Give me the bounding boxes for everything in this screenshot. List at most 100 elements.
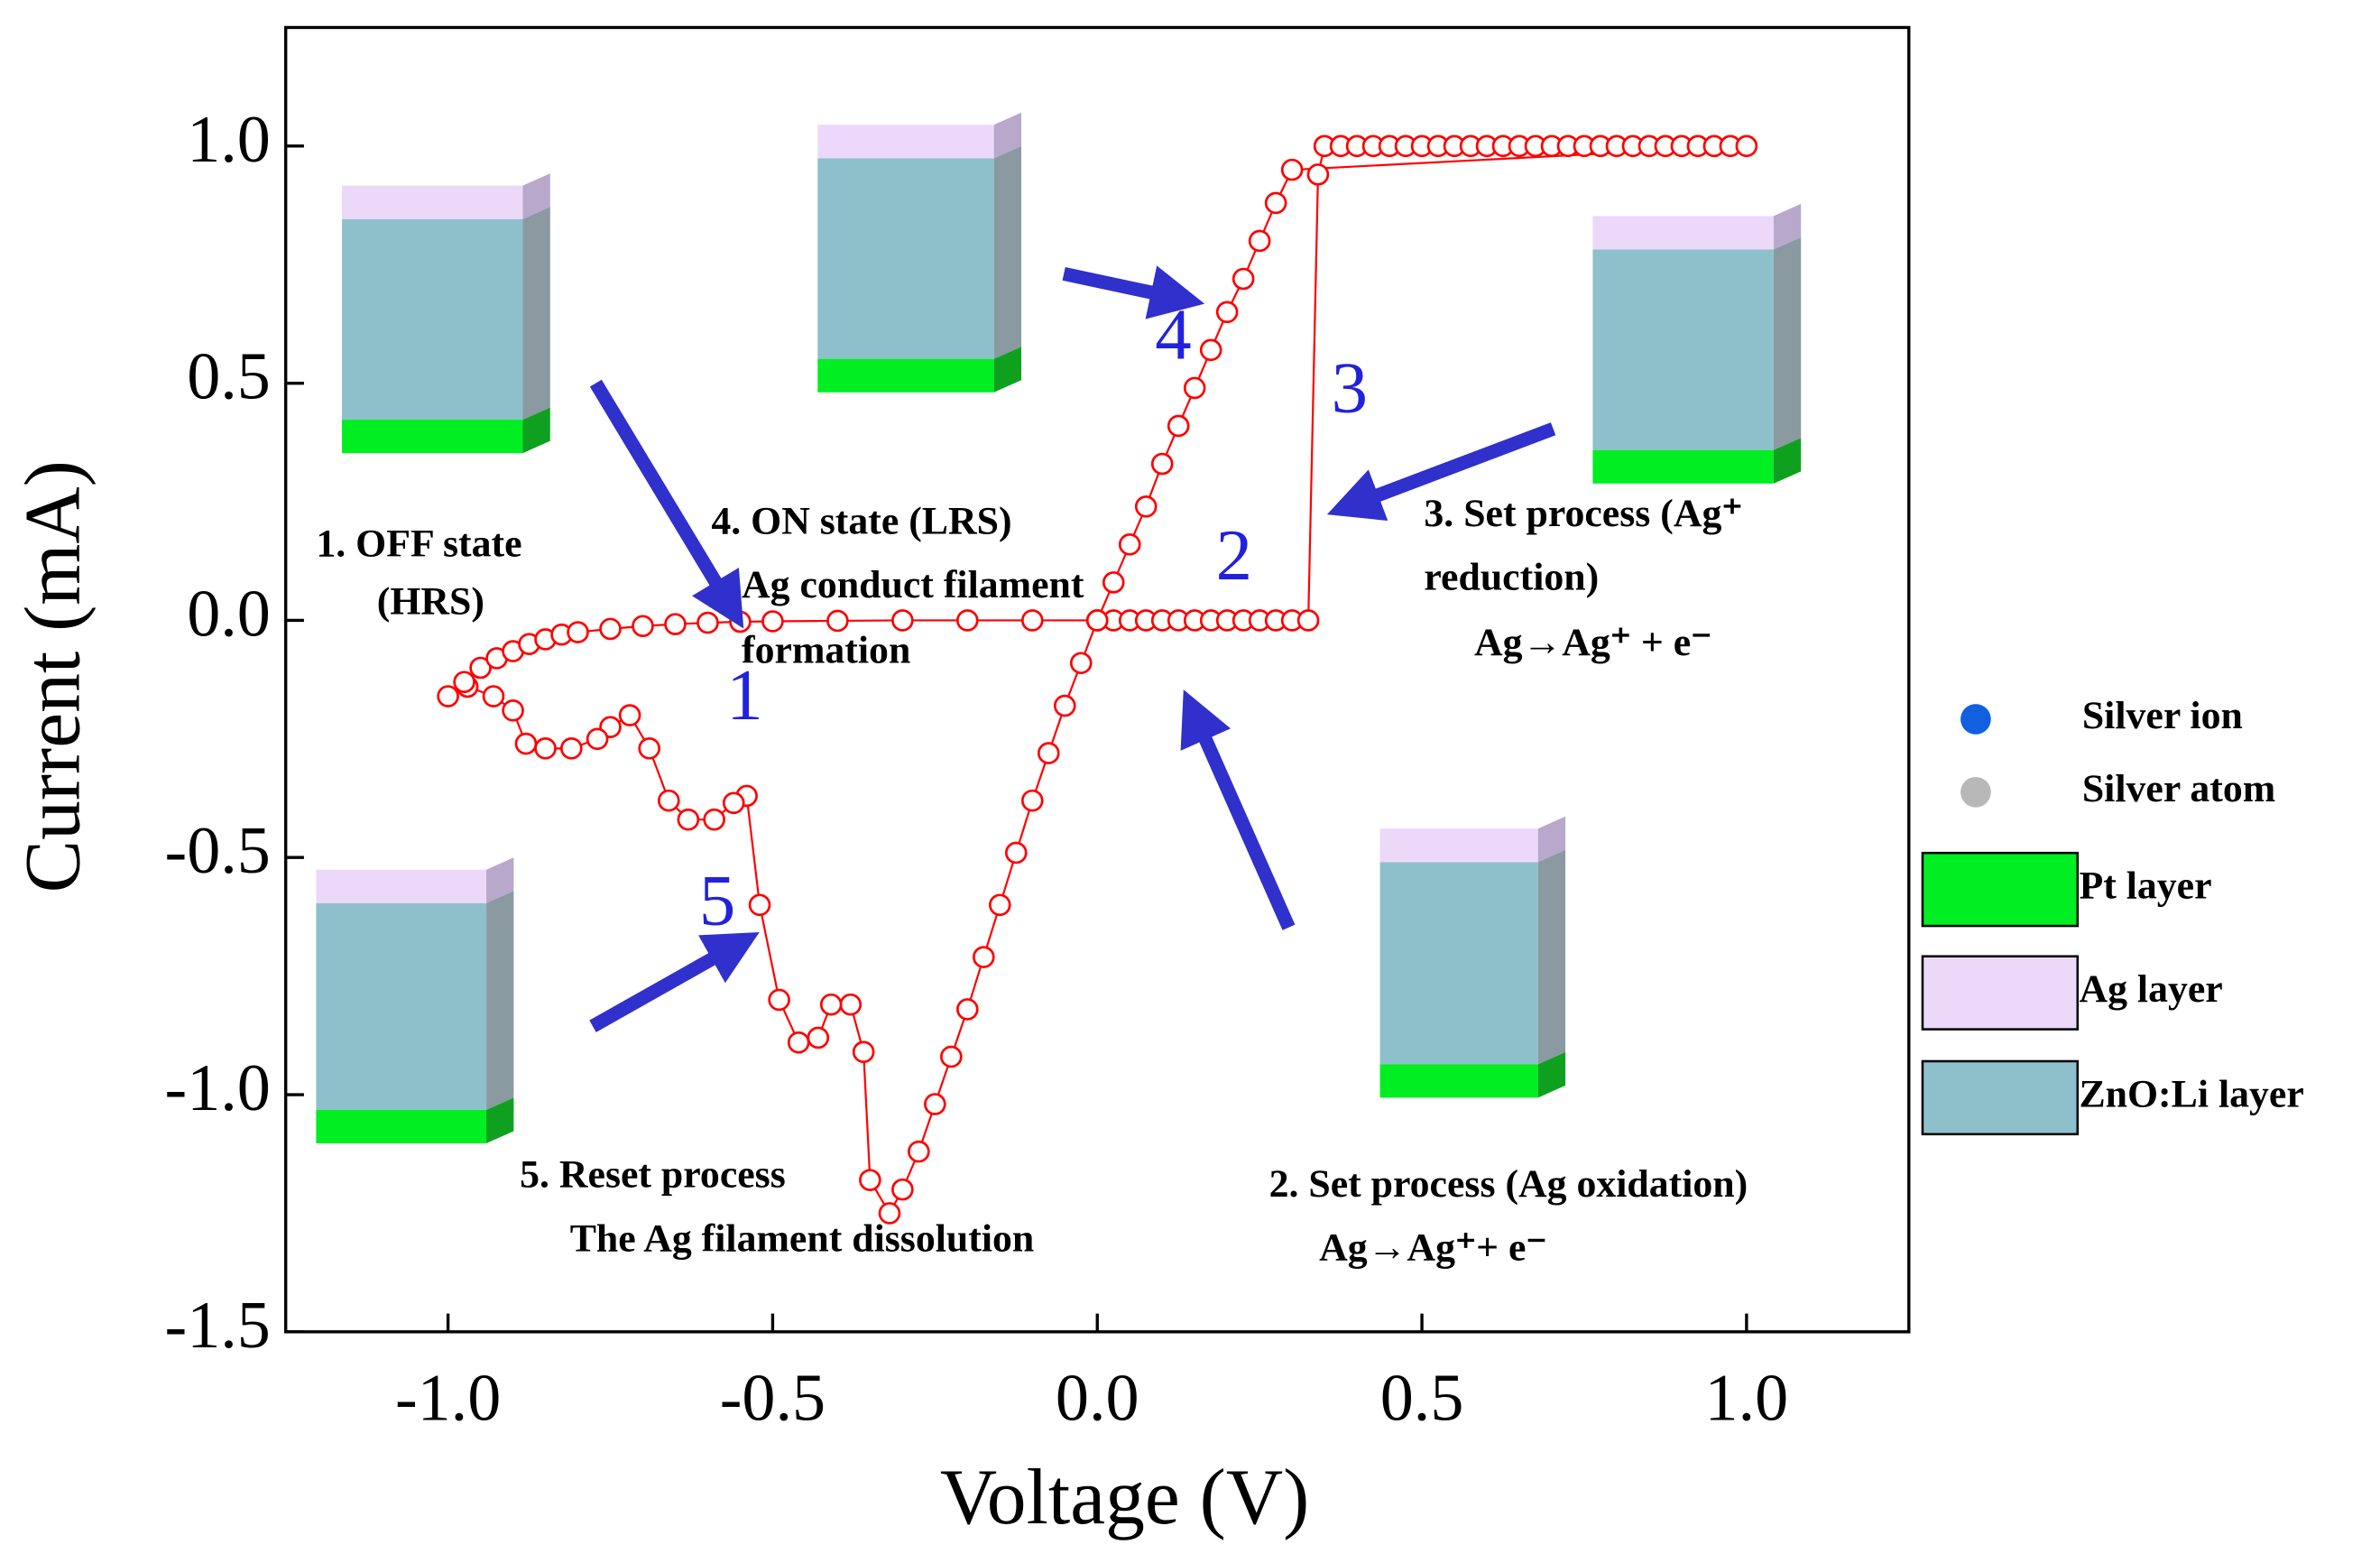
y-tick-label: 1.0 xyxy=(187,103,271,177)
data-point xyxy=(1102,571,1125,594)
data-point xyxy=(1020,789,1044,812)
zno-side xyxy=(522,207,550,421)
data-point xyxy=(664,613,687,635)
zno-layer xyxy=(1592,249,1774,450)
pt-side xyxy=(1537,1051,1566,1098)
insets xyxy=(316,112,1802,1143)
data-point xyxy=(469,656,492,680)
annotation: (HRS) xyxy=(377,580,484,624)
data-point xyxy=(1053,694,1076,717)
annotation: 3. Set process (Ag⁺ xyxy=(1424,492,1742,535)
ag-layer xyxy=(342,185,523,219)
annotation: The Ag filament dissolution xyxy=(570,1216,1035,1260)
data-point xyxy=(618,704,641,726)
x-tick-label: -0.5 xyxy=(720,1362,826,1436)
data-point xyxy=(1037,742,1060,764)
pt-side xyxy=(993,347,1022,393)
arrows xyxy=(589,265,1556,1032)
data-point xyxy=(453,671,475,694)
annotation: Ag conduct filament xyxy=(742,563,1084,606)
data-point xyxy=(722,791,745,815)
data-point xyxy=(859,1169,881,1191)
zno-side xyxy=(1537,849,1566,1065)
zno-layer xyxy=(817,158,994,359)
legend-swatch xyxy=(1960,704,1991,735)
pt-side xyxy=(1773,438,1802,484)
data-point xyxy=(852,1040,875,1064)
annotation: formation xyxy=(742,629,910,672)
device-inset xyxy=(316,857,514,1143)
y-tick-label: -1.5 xyxy=(165,1289,271,1363)
data-point xyxy=(768,988,790,1012)
ag-side xyxy=(1773,203,1802,250)
annotation: Ag→Ag⁺+ e⁻ xyxy=(1319,1226,1546,1270)
zno-layer xyxy=(342,218,523,421)
data-point xyxy=(534,737,557,760)
data-point xyxy=(787,1031,810,1054)
data-point xyxy=(1215,301,1239,324)
data-point xyxy=(1232,267,1255,291)
pt-layer xyxy=(1379,1064,1538,1098)
data-point xyxy=(1069,652,1093,675)
data-point xyxy=(1085,609,1109,632)
arrow xyxy=(589,379,744,629)
data-point xyxy=(1735,134,1758,158)
ag-layer xyxy=(316,869,487,903)
x-tick-label: 0.5 xyxy=(1380,1362,1464,1436)
zno-side xyxy=(486,891,514,1110)
data-point xyxy=(1306,163,1330,186)
data-point xyxy=(1167,414,1190,438)
device-inset xyxy=(1592,203,1802,484)
data-point xyxy=(567,621,589,643)
data-point xyxy=(891,609,914,632)
annotation: 2. Set process (Ag oxidation) xyxy=(1269,1162,1748,1206)
ag-layer xyxy=(1379,828,1538,863)
zno-layer xyxy=(1379,862,1538,1065)
legend-label: Ag layer xyxy=(2079,967,2222,1011)
data-point xyxy=(1020,609,1044,632)
arrow xyxy=(1062,265,1205,319)
pt-layer xyxy=(817,358,994,393)
y-axis-label: Current (mA) xyxy=(8,460,96,892)
data-point xyxy=(826,609,849,633)
data-point xyxy=(1118,533,1141,556)
zno-side xyxy=(1773,236,1802,450)
data-point xyxy=(761,610,784,633)
ag-side xyxy=(522,173,550,219)
device-inset xyxy=(1379,816,1566,1098)
data-point xyxy=(696,611,719,634)
data-point xyxy=(703,808,725,831)
y-tick-label: 0.0 xyxy=(187,577,271,651)
data-point xyxy=(514,732,538,755)
data-point xyxy=(586,727,609,751)
plot-area: -1.0 -0.5 0.0 0.5 1.0 -1.5 -1.0 -0.5 0.0 0.5 1.0 xyxy=(165,103,1789,1436)
annotation: 4. ON state (LRS) xyxy=(711,499,1011,542)
pt-layer xyxy=(342,420,523,454)
data-point xyxy=(748,893,771,917)
data-point xyxy=(1199,338,1222,362)
legend-swatch xyxy=(1921,851,2080,928)
data-point xyxy=(940,1045,963,1068)
step-label: 5 xyxy=(699,860,735,940)
data-point xyxy=(482,685,505,708)
annotation: 1. OFF state xyxy=(316,523,521,566)
y-tick-label: -1.0 xyxy=(165,1051,271,1125)
ag-side xyxy=(993,112,1022,159)
step-label: 3 xyxy=(1332,348,1368,429)
ag-layer xyxy=(817,125,994,159)
device-inset xyxy=(817,112,1022,393)
data-point xyxy=(807,1026,830,1050)
data-point xyxy=(1248,229,1271,253)
x-tick-label: -1.0 xyxy=(395,1362,501,1436)
data-point xyxy=(908,1140,930,1163)
annotation: reduction) xyxy=(1424,556,1599,599)
ag-layer xyxy=(1592,216,1774,250)
legend-swatch xyxy=(1921,1059,2080,1136)
data-point xyxy=(502,699,524,722)
data-point xyxy=(819,993,843,1016)
legend-swatch xyxy=(1921,955,2080,1031)
data-point xyxy=(657,789,680,812)
data-point xyxy=(1264,191,1287,215)
annotation: 5. Reset process xyxy=(520,1153,786,1197)
